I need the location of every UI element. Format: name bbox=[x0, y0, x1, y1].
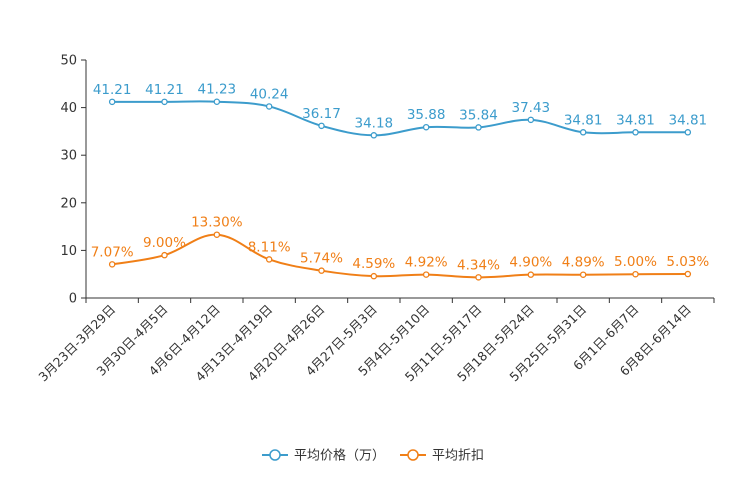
data-label: 40.24 bbox=[250, 86, 289, 102]
y-tick-label: 30 bbox=[60, 149, 77, 164]
data-point[interactable] bbox=[632, 129, 639, 136]
data-point[interactable] bbox=[579, 129, 587, 136]
y-tick-label: 10 bbox=[60, 244, 77, 259]
data-point[interactable] bbox=[265, 103, 273, 110]
legend-marker bbox=[269, 449, 281, 461]
y-tick-label: 50 bbox=[60, 54, 77, 69]
data-point[interactable] bbox=[108, 98, 116, 106]
data-label: 4.92% bbox=[405, 255, 448, 271]
legend-item[interactable]: 平均价格（万） bbox=[262, 448, 385, 464]
data-label: 5.00% bbox=[614, 254, 657, 270]
data-point[interactable] bbox=[579, 271, 587, 278]
data-label: 8.11% bbox=[248, 239, 291, 255]
data-point[interactable] bbox=[422, 123, 430, 131]
data-label: 5.03% bbox=[666, 254, 709, 270]
data-label: 4.89% bbox=[562, 255, 605, 271]
data-point[interactable] bbox=[370, 272, 378, 280]
series-layer: 41.21 41.21 41.23 40.24 36.17 34.18 35.88 35.84… bbox=[91, 82, 709, 281]
y-tick-label: 20 bbox=[60, 196, 77, 211]
y-tick-label: 0 bbox=[69, 292, 77, 307]
legend-label: 平均折扣 bbox=[432, 449, 484, 464]
data-label: 34.81 bbox=[564, 112, 603, 128]
data-label: 4.90% bbox=[509, 255, 552, 271]
data-label: 41.21 bbox=[145, 82, 184, 98]
data-point[interactable] bbox=[213, 98, 221, 105]
legend-marker bbox=[407, 449, 419, 461]
x-axis: 3月23日-3月29日3月30日-4月5日4月6日-4月12日4月13日-4月1… bbox=[35, 297, 715, 384]
data-label: 4.34% bbox=[457, 257, 500, 273]
data-label: 34.81 bbox=[616, 112, 655, 128]
data-point[interactable] bbox=[265, 256, 273, 263]
data-point[interactable] bbox=[475, 274, 482, 281]
data-point[interactable] bbox=[318, 267, 325, 274]
data-label: 37.43 bbox=[512, 100, 551, 116]
data-point[interactable] bbox=[370, 132, 378, 139]
data-label: 35.84 bbox=[459, 107, 498, 123]
legend-item[interactable]: 平均折扣 bbox=[400, 449, 484, 464]
data-label: 36.17 bbox=[302, 106, 341, 122]
data-point[interactable] bbox=[318, 122, 325, 130]
data-point[interactable] bbox=[161, 98, 168, 106]
y-tick-label: 40 bbox=[60, 101, 77, 116]
series-line bbox=[112, 100, 688, 137]
data-label: 34.18 bbox=[355, 115, 394, 131]
data-point[interactable] bbox=[475, 124, 482, 131]
data-label: 4.59% bbox=[352, 256, 395, 272]
data-point[interactable] bbox=[527, 116, 535, 124]
data-label: 7.07% bbox=[91, 244, 134, 260]
series-line bbox=[111, 233, 688, 279]
legend: 平均价格（万） 平均折扣 bbox=[262, 448, 484, 464]
data-point[interactable] bbox=[213, 231, 221, 238]
data-point[interactable] bbox=[161, 251, 168, 259]
y-axis: 0 10 20 30 40 50 bbox=[60, 54, 87, 307]
data-point[interactable] bbox=[527, 271, 535, 278]
data-point[interactable] bbox=[684, 129, 692, 136]
data-label: 9.00% bbox=[143, 235, 186, 251]
data-point[interactable] bbox=[632, 270, 639, 278]
data-label: 34.81 bbox=[669, 112, 708, 128]
data-point[interactable] bbox=[422, 271, 430, 278]
data-label: 13.30% bbox=[191, 215, 243, 231]
data-label: 41.23 bbox=[198, 82, 237, 98]
legend-label: 平均价格（万） bbox=[294, 448, 385, 464]
data-label: 5.74% bbox=[300, 251, 343, 267]
data-label: 35.88 bbox=[407, 107, 446, 123]
data-label: 41.21 bbox=[93, 82, 132, 98]
data-point[interactable] bbox=[684, 270, 692, 278]
data-point[interactable] bbox=[108, 261, 116, 268]
